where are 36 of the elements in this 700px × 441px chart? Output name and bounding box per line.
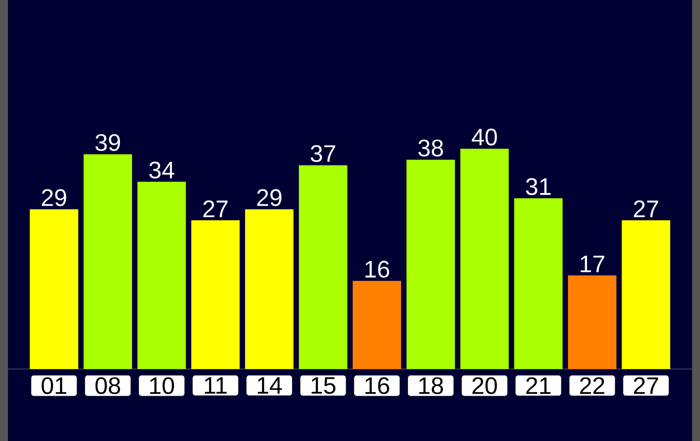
data-label: 40	[472, 128, 497, 146]
bar	[514, 198, 563, 369]
data-label: 17	[580, 256, 604, 272]
x-tick-label: 18	[419, 377, 443, 394]
bar	[406, 160, 455, 369]
x-tick-label: 27	[634, 377, 658, 394]
data-label: 34	[149, 162, 174, 179]
data-label: 31	[526, 178, 550, 196]
x-tick-label: 14	[258, 377, 282, 394]
bar	[568, 275, 616, 369]
bar	[245, 209, 294, 369]
bar	[460, 148, 509, 369]
data-label: 37	[310, 145, 336, 162]
x-tick-label: 08	[95, 377, 120, 394]
x-tick-label: 21	[526, 377, 550, 394]
x-tick-label: 01	[42, 377, 66, 394]
data-label: 16	[365, 260, 390, 278]
x-tick-label: 11	[204, 377, 227, 394]
bar	[298, 165, 348, 369]
x-tick-label: 15	[312, 377, 336, 394]
x-tick-label: 16	[365, 377, 390, 394]
bar	[30, 209, 78, 369]
bar	[352, 280, 402, 369]
data-label: 39	[95, 134, 120, 152]
data-label: 27	[634, 200, 658, 218]
data-label: 29	[42, 189, 66, 206]
x-tick-label: 20	[472, 377, 497, 394]
x-tick-label: 22	[580, 377, 604, 394]
bar	[84, 154, 132, 369]
data-label: 27	[203, 200, 228, 218]
data-label: 29	[257, 189, 282, 206]
bar	[191, 220, 240, 369]
bar	[622, 220, 670, 369]
data-label: 38	[418, 140, 443, 157]
bar	[137, 182, 186, 369]
x-tick-label: 10	[150, 377, 174, 394]
